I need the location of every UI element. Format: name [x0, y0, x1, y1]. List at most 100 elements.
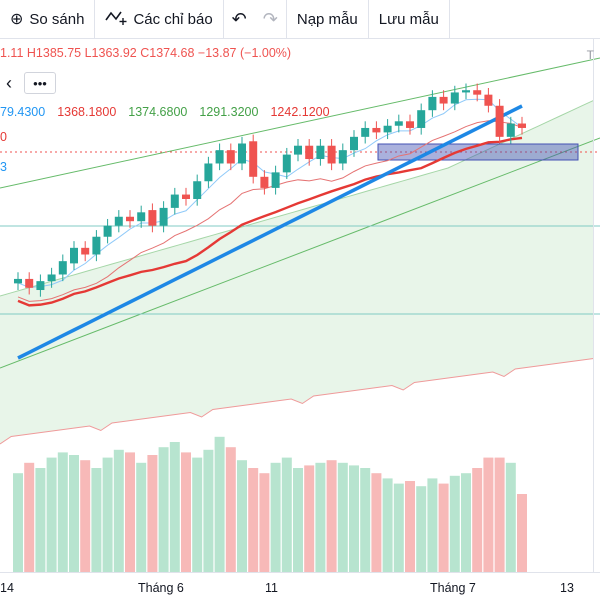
- indicators-button[interactable]: Các chỉ báo: [95, 0, 222, 38]
- candle-body: [406, 121, 414, 128]
- volume-bar: [483, 457, 494, 572]
- volume-bar: [35, 468, 46, 572]
- volume-bar: [259, 473, 270, 572]
- volume-bar: [416, 486, 427, 572]
- candle-body: [450, 92, 459, 104]
- ma-blue-line: [17, 104, 523, 360]
- toolbar-divider: [285, 0, 287, 38]
- volume-bar: [315, 462, 326, 572]
- volume-bar: [405, 481, 415, 572]
- volume-bar: [80, 460, 91, 572]
- volume-bar: [517, 494, 527, 572]
- volume-bar: [181, 452, 191, 572]
- candle-body: [473, 90, 482, 95]
- candle-body: [495, 105, 504, 137]
- volume-bar: [57, 452, 68, 572]
- undo-icon[interactable]: ↶: [231, 8, 247, 29]
- candle-body: [25, 278, 34, 288]
- ohlc-low: L1363.92: [84, 46, 137, 60]
- load-template-button[interactable]: Nạp mẫu: [296, 10, 358, 28]
- blue-line-label: 3: [0, 160, 7, 174]
- toolbar-divider: [367, 0, 369, 38]
- candle-body: [170, 194, 179, 208]
- indicator-value: 1291.3200: [199, 105, 259, 119]
- volume-bar: [382, 478, 393, 572]
- volume-bar: [102, 457, 113, 572]
- ma-lower-band-line: [17, 120, 523, 302]
- candle-body: [305, 145, 314, 160]
- volume-bar: [449, 475, 460, 572]
- volume-bar: [494, 457, 505, 572]
- cloud-lower-line: [0, 358, 594, 445]
- redo-icon[interactable]: ↷: [262, 8, 278, 29]
- volume-bar: [304, 465, 315, 572]
- volume-bar: [237, 460, 247, 572]
- indicator-value: 1374.6800: [128, 105, 188, 119]
- save-template-button[interactable]: Lưu mẫu: [378, 10, 439, 28]
- ohlc-high: H1385.75: [26, 46, 82, 60]
- candle-body: [249, 141, 258, 177]
- ohlc-change: −13.87 (−1.00%): [197, 46, 292, 60]
- channel-lower-line: [0, 137, 600, 369]
- time-axis-label: 11: [265, 581, 278, 595]
- candle-body: [394, 121, 403, 126]
- add-circle-icon: ⊕: [10, 11, 24, 28]
- red-line-label: 0: [0, 130, 7, 144]
- candle-body: [383, 125, 392, 133]
- chart-toolbar: ⊕ So sánh Các chỉ báo ↶ ↷ Nạp mẫu Lưu mẫ…: [0, 0, 600, 39]
- volume-bar: [281, 457, 292, 572]
- ma-fast-line: [17, 98, 523, 288]
- candle-body: [271, 172, 280, 188]
- volume-bar: [91, 468, 102, 572]
- ma-red-line: [17, 136, 523, 307]
- candle-body: [350, 136, 358, 151]
- volume-bar: [270, 462, 281, 572]
- candle-body: [47, 274, 56, 282]
- candle-body: [506, 123, 515, 137]
- candle-body: [215, 150, 224, 164]
- channel-upper-line: [0, 57, 600, 189]
- volume-bar: [192, 457, 203, 572]
- candle-body: [36, 281, 45, 291]
- legend-controls: ‹ •••: [0, 72, 56, 94]
- indicator-value: 1368.1800: [57, 105, 117, 119]
- ohlc-open: 1.11: [0, 46, 24, 60]
- candle-body: [204, 163, 213, 182]
- candle-body: [159, 207, 168, 226]
- candle-body: [92, 236, 101, 255]
- candle-body: [238, 143, 246, 164]
- candle-body: [182, 194, 190, 199]
- volume-bar: [438, 483, 449, 572]
- volume-bar: [293, 468, 303, 572]
- candle-body: [484, 94, 493, 106]
- candle-body: [462, 90, 470, 93]
- volume-bar: [69, 455, 79, 572]
- price-chart[interactable]: [0, 38, 600, 572]
- price-zone-rectangle: [377, 143, 579, 161]
- candle-body: [518, 123, 526, 128]
- candle-body: [372, 127, 381, 133]
- volume-bar: [349, 465, 359, 572]
- candle-body: [114, 216, 123, 226]
- price-axis-border: [593, 38, 594, 572]
- candle-body: [81, 247, 90, 255]
- more-options-button[interactable]: •••: [24, 72, 56, 94]
- ohlc-close: C1374.68: [140, 46, 195, 60]
- volume-bar: [24, 462, 35, 572]
- indicator-value: 79.4300: [0, 105, 46, 119]
- candle-body: [282, 154, 291, 173]
- volume-bar: [461, 473, 471, 572]
- candle-body: [226, 150, 235, 164]
- volume-bar: [136, 462, 147, 572]
- volume-bar: [147, 455, 158, 572]
- collapse-legend-icon[interactable]: ‹: [0, 73, 18, 93]
- volume-bar: [113, 449, 124, 572]
- toolbar-divider: [222, 0, 224, 38]
- compare-button[interactable]: ⊕ So sánh: [0, 0, 94, 38]
- indicator-legend: 79.4300 1368.1800 1374.6800 1291.3200 1242.1…: [0, 105, 342, 119]
- volume-bar: [337, 462, 348, 572]
- candle-body: [338, 150, 347, 164]
- ohlc-legend: 1.11 H1385.75 L1363.92 C1374.68 −13.87 (…: [0, 46, 291, 60]
- indicators-label: Các chỉ báo: [133, 10, 213, 28]
- toolbar-divider: [448, 0, 450, 38]
